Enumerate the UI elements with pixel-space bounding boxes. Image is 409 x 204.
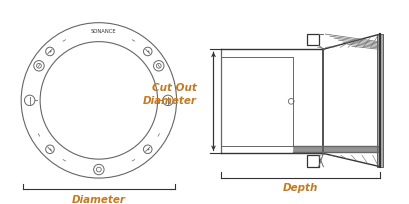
Text: Diameter: Diameter [72, 194, 126, 204]
Text: SONANCE: SONANCE [91, 29, 117, 34]
Text: Depth: Depth [283, 182, 318, 192]
Bar [307, 35, 319, 46]
Text: Cut Out
Diameter: Cut Out Diameter [142, 83, 196, 106]
Bar [378, 35, 383, 167]
Bar [307, 156, 319, 167]
